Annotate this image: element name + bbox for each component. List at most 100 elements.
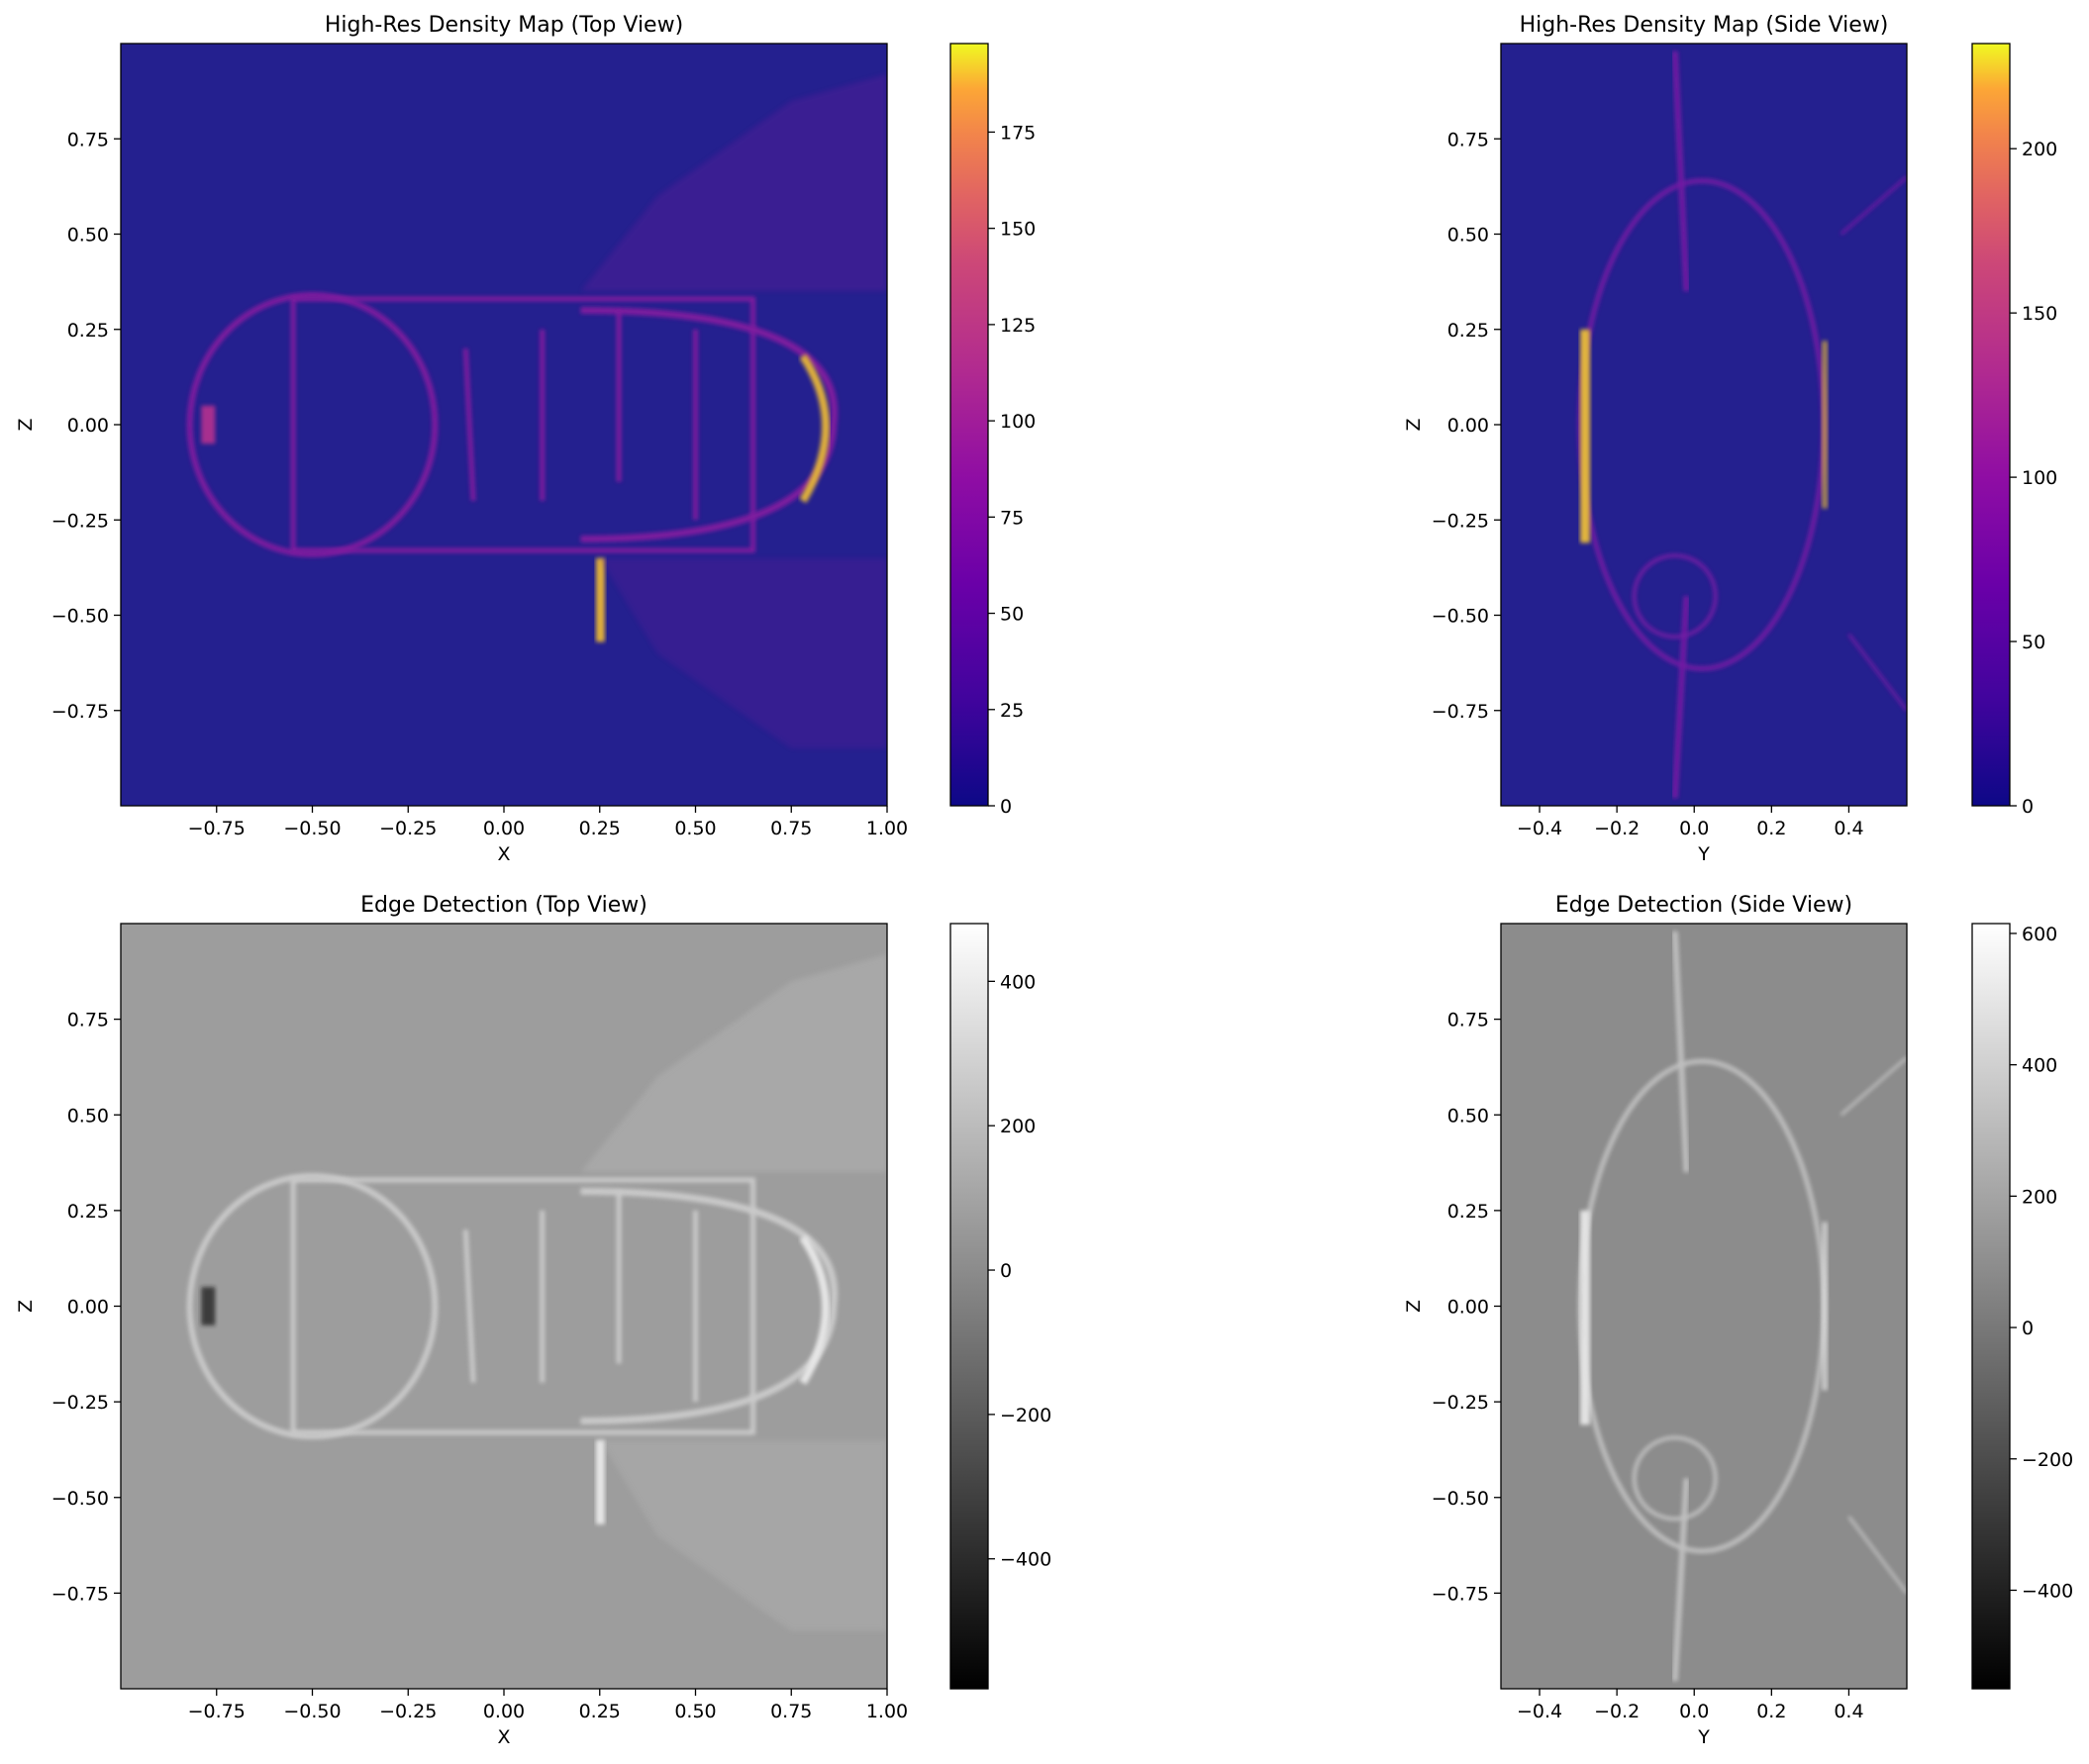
x-tick-label: 0.25: [579, 818, 621, 839]
colorbar-tick-label: 25: [1000, 700, 1024, 722]
x-tick-label: 0.00: [483, 818, 525, 839]
x-tick-label: 0.50: [674, 1701, 716, 1722]
y-tick-label: 0.00: [1447, 415, 1489, 437]
x-axis-label: X: [497, 1726, 510, 1748]
chart-panel-top-right: High-Res Density Map (Side View) −0.4 −0.2…: [1403, 13, 2057, 865]
chart-title: Edge Detection (Side View): [1555, 893, 1852, 918]
chart-panel-bottom-right: Edge Detection (Side View) −0.4 −0.2 0.0 0.2…: [1403, 893, 2073, 1748]
colorbar: −400 −200 0 200 400: [949, 923, 1051, 1690]
y-tick-label: 0.25: [67, 1201, 109, 1223]
colorbar-gradient: [949, 43, 989, 807]
y-axis-label: Z: [15, 1300, 37, 1313]
x-tick-label: 0.75: [770, 1701, 812, 1722]
chart-panel-top-left: High-Res Density Map (Top View) −0.75 −0.5…: [15, 13, 1036, 865]
x-axis-label: X: [497, 843, 510, 865]
colorbar-tick-label: 75: [1000, 507, 1024, 529]
colorbar-tick-label: 175: [1000, 122, 1036, 144]
y-tick-label: −0.75: [51, 1583, 109, 1605]
y-tick-label: −0.25: [51, 1392, 109, 1414]
y-tick-label: 0.50: [67, 225, 109, 246]
y-tick-label: −0.50: [1432, 1488, 1489, 1510]
x-tick-label: −0.75: [188, 818, 246, 839]
x-axis-label: Y: [1697, 843, 1710, 865]
heatmap-structure: [186, 73, 887, 749]
x-tick-label: 0.2: [1756, 1701, 1786, 1722]
x-tick-label: −0.50: [283, 1701, 341, 1722]
y-axis-label: Z: [15, 418, 37, 431]
chart-panel-bottom-left: Edge Detection (Top View) −0.75 −0.50 −0.25…: [15, 893, 1051, 1748]
heatmap-image: [1501, 44, 1907, 806]
x-tick-label: 0.0: [1679, 1701, 1709, 1722]
chart-title: Edge Detection (Top View): [360, 893, 647, 918]
y-tick-label: 0.00: [67, 415, 109, 437]
y-tick-label: 0.75: [67, 129, 109, 150]
x-tick-label: −0.75: [188, 1701, 246, 1722]
heatmap-structure: [1577, 931, 1907, 1682]
colorbar-tick-label: 100: [2022, 467, 2057, 489]
heatmap-structure: [1577, 50, 1907, 799]
y-tick-label: −0.25: [51, 510, 109, 532]
colorbar-tick-label: 100: [1000, 411, 1036, 433]
x-tick-label: −0.2: [1594, 818, 1640, 839]
colorbar: 0 50 100 150 200: [1971, 43, 2057, 818]
x-tick-label: 1.00: [866, 818, 908, 839]
colorbar-tick-label: 150: [2022, 303, 2057, 325]
y-tick-label: −0.75: [1432, 1583, 1489, 1605]
colorbar-tick-label: −200: [2022, 1449, 2073, 1471]
y-tick-label: −0.50: [51, 606, 109, 628]
y-tick-label: 0.50: [1447, 225, 1489, 246]
colorbar-tick-label: 200: [1000, 1116, 1036, 1137]
y-tick-label: −0.25: [1432, 1392, 1489, 1414]
colorbar-tick-label: 50: [1000, 604, 1024, 626]
y-tick-label: 0.25: [1447, 320, 1489, 342]
y-tick-label: −0.75: [51, 701, 109, 723]
x-tick-label: −0.4: [1517, 1701, 1562, 1722]
colorbar-tick-label: 400: [2022, 1055, 2057, 1077]
colorbar-tick-label: −400: [2022, 1580, 2073, 1602]
y-tick-label: −0.75: [1432, 701, 1489, 723]
y-tick-label: −0.50: [51, 1488, 109, 1510]
x-tick-label: −0.2: [1594, 1701, 1640, 1722]
colorbar-tick-label: 0: [2022, 1318, 2034, 1339]
y-axis-label: Z: [1403, 1300, 1425, 1313]
colorbar-tick-label: 0: [1000, 796, 1012, 818]
colorbar: −400 −200 0 200 400 600: [1971, 923, 2073, 1690]
colorbar-tick-label: 50: [2022, 632, 2045, 653]
colorbar-tick-label: 125: [1000, 315, 1036, 337]
x-tick-label: 0.4: [1834, 818, 1863, 839]
heatmap-image: [1501, 924, 1907, 1689]
colorbar-tick-label: 150: [1000, 219, 1036, 241]
y-tick-label: 0.50: [67, 1105, 109, 1127]
colorbar-gradient: [949, 923, 989, 1690]
x-tick-label: −0.25: [379, 818, 437, 839]
colorbar-tick-label: 0: [2022, 796, 2034, 818]
x-tick-label: −0.25: [379, 1701, 437, 1722]
y-axis-label: Z: [1403, 418, 1425, 431]
y-tick-label: 0.75: [1447, 1010, 1489, 1031]
x-tick-label: −0.50: [283, 818, 341, 839]
x-tick-label: 0.0: [1679, 818, 1709, 839]
y-tick-label: −0.50: [1432, 606, 1489, 628]
y-tick-label: 0.25: [1447, 1201, 1489, 1223]
x-tick-label: 0.25: [579, 1701, 621, 1722]
x-tick-label: 0.2: [1756, 818, 1786, 839]
colorbar-tick-label: 400: [1000, 971, 1036, 993]
y-tick-label: 0.50: [1447, 1105, 1489, 1127]
colorbar-tick-label: −400: [1000, 1549, 1051, 1571]
y-tick-label: 0.75: [1447, 129, 1489, 150]
x-tick-label: 0.50: [674, 818, 716, 839]
x-tick-label: 0.00: [483, 1701, 525, 1722]
y-tick-label: 0.25: [67, 320, 109, 342]
x-tick-label: 0.75: [770, 818, 812, 839]
y-tick-label: 0.00: [67, 1297, 109, 1319]
x-axis-label: Y: [1697, 1726, 1710, 1748]
colorbar-tick-label: 600: [2022, 924, 2057, 945]
y-tick-label: −0.25: [1432, 510, 1489, 532]
x-tick-label: 1.00: [866, 1701, 908, 1722]
y-tick-label: 0.75: [67, 1010, 109, 1031]
colorbar-tick-label: 200: [2022, 1186, 2057, 1208]
x-tick-label: −0.4: [1517, 818, 1562, 839]
x-tick-label: 0.4: [1834, 1701, 1863, 1722]
colorbar-gradient: [1971, 923, 2011, 1690]
